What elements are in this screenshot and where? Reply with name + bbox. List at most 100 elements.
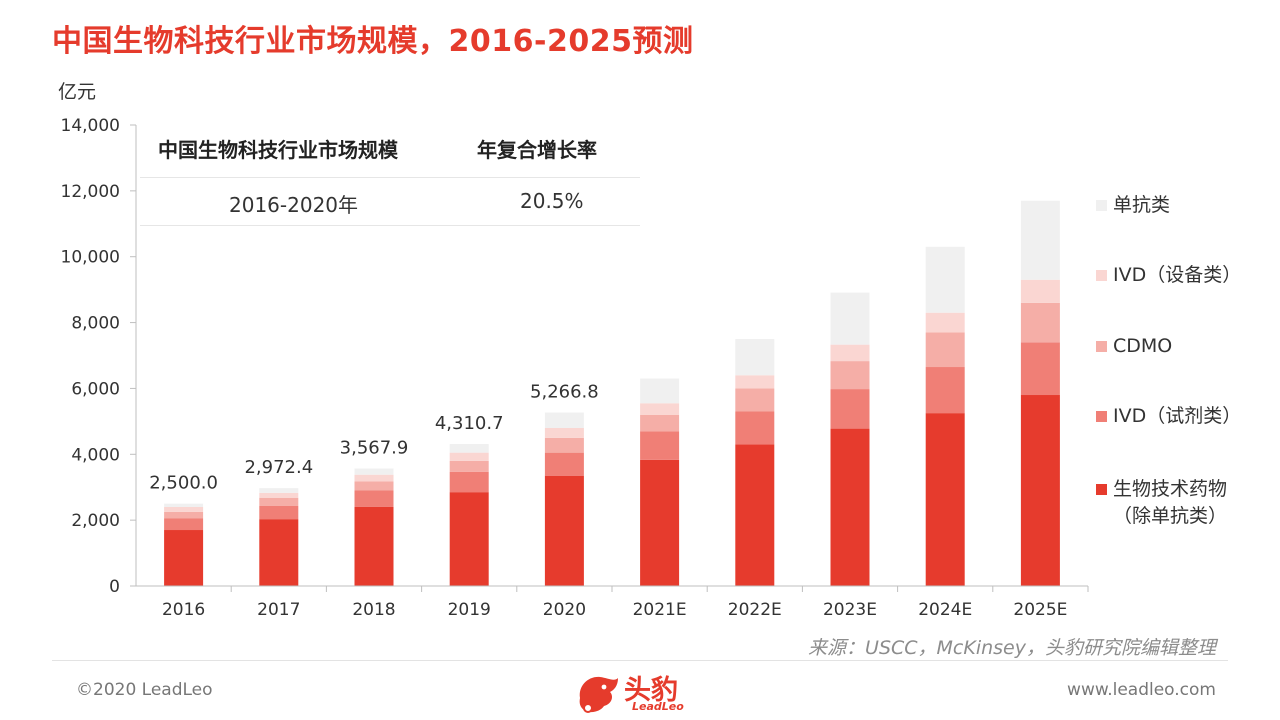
copyright: ©2020 LeadLeo (76, 680, 213, 700)
bar-segment-IVD（试剂类） (640, 431, 680, 460)
bar-segment-IVD（设备类） (1020, 279, 1060, 303)
y-tick-label: 0 (109, 577, 120, 597)
bar-segment-单抗类 (1020, 200, 1060, 280)
bar-segment-IVD（设备类） (830, 344, 870, 362)
total-label: 3,567.9 (340, 438, 409, 459)
total-label: 4,310.7 (435, 413, 504, 434)
x-tick-label: 2023E (823, 600, 877, 620)
bar-segment-IVD（试剂类） (830, 389, 870, 429)
bar-segment-CDMO (925, 332, 965, 368)
bar-segment-生物技术药物（除单抗类） (449, 492, 489, 586)
legend-label-cdmo: CDMO (1113, 335, 1173, 357)
bar-segment-IVD（试剂类） (354, 490, 394, 507)
legend-item-cdmo: CDMO (1096, 333, 1233, 360)
bar-segment-生物技术药物（除单抗类） (640, 459, 680, 586)
logo-subtext: LeadLeo (632, 700, 684, 713)
x-tick-label: 2017 (257, 600, 300, 620)
bar-segment-单抗类 (354, 468, 394, 475)
legend-label-ivd-device: IVD（设备类） (1113, 264, 1242, 286)
bar-segment-CDMO (259, 497, 299, 506)
cagr-rate: 20.5% (520, 189, 584, 213)
logo-text: 头豹 (624, 675, 678, 706)
cagr-col2-header: 年复合增长率 (477, 138, 597, 162)
legend-item-mab: 单抗类 (1096, 192, 1233, 219)
website-link[interactable]: www.leadleo.com (1067, 680, 1216, 700)
x-tick-label: 2016 (162, 600, 205, 620)
bar-segment-IVD（设备类） (925, 312, 965, 333)
bar-segment-生物技术药物（除单抗类） (925, 413, 965, 586)
x-tick-label: 2019 (448, 600, 491, 620)
bar-segment-IVD（设备类） (259, 492, 299, 498)
legend-label-mab: 单抗类 (1113, 194, 1171, 216)
bar-segment-单抗类 (830, 292, 870, 345)
bar-segment-IVD（设备类） (164, 506, 204, 512)
total-label: 5,266.8 (530, 382, 599, 403)
total-label: 2,500.0 (149, 473, 218, 494)
cagr-period: 2016-2020年 (229, 193, 359, 217)
legend-item-ivd-reagent: IVD（试剂类） (1096, 403, 1241, 430)
source-note: 来源：USCC，McKinsey，头豹研究院编辑整理 (808, 637, 1216, 659)
bar-segment-生物技术药物（除单抗类） (735, 444, 775, 586)
x-tick-label: 2022E (728, 600, 782, 620)
bar-segment-单抗类 (449, 444, 489, 453)
leopard-logo-icon (579, 676, 618, 713)
x-tick-label: 2018 (352, 600, 395, 620)
cagr-divider (140, 177, 640, 178)
bar-segment-IVD（试剂类） (259, 505, 299, 520)
legend-swatch-cdmo (1096, 341, 1107, 352)
bar-segment-生物技术药物（除单抗类） (1020, 395, 1060, 586)
footer-divider (52, 660, 1228, 661)
y-tick-label: 2,000 (71, 511, 120, 531)
bar-segment-IVD（试剂类） (449, 471, 489, 493)
bar-segment-CDMO (544, 437, 584, 453)
legend-item-ivd-device: IVD（设备类） (1096, 262, 1242, 289)
y-tick-label: 4,000 (71, 445, 120, 465)
bar-segment-IVD（设备类） (544, 427, 584, 438)
bar-segment-生物技术药物（除单抗类） (164, 530, 204, 586)
bar-segment-CDMO (640, 414, 680, 432)
legend-swatch-ivd-reagent (1096, 411, 1107, 422)
y-tick-label: 12,000 (61, 182, 120, 202)
total-label: 2,972.4 (244, 457, 313, 478)
bar-segment-CDMO (354, 481, 394, 491)
y-tick-label: 10,000 (61, 248, 120, 268)
bar-segment-CDMO (164, 511, 204, 519)
bar-segment-IVD（设备类） (354, 474, 394, 482)
legend-swatch-mab (1096, 200, 1107, 211)
page-title: 中国生物科技行业市场规模，2016-2025预测 (52, 24, 694, 59)
bar-segment-生物技术药物（除单抗类） (830, 428, 870, 586)
x-tick-label: 2021E (633, 600, 687, 620)
y-tick-label: 14,000 (61, 116, 120, 136)
y-tick-label: 6,000 (71, 379, 120, 399)
bar-segment-生物技术药物（除单抗类） (259, 519, 299, 586)
bar-segment-单抗类 (925, 246, 965, 313)
x-tick-label: 2024E (918, 600, 972, 620)
bar-segment-IVD（试剂类） (544, 452, 584, 476)
bar-segment-单抗类 (735, 339, 775, 376)
bar-segment-CDMO (449, 460, 489, 472)
bar-segment-CDMO (735, 388, 775, 412)
bar-segment-CDMO (830, 361, 870, 390)
bar-segment-CDMO (1020, 302, 1060, 343)
cagr-col1-header: 中国生物科技行业市场规模 (158, 138, 398, 162)
y-axis-unit: 亿元 (58, 81, 97, 103)
bar-segment-单抗类 (640, 378, 680, 404)
cagr-bottom-line (140, 225, 640, 226)
legend-item-biotech-drugs: 生物技术药物（除单抗类） (1096, 476, 1233, 530)
bar-segment-单抗类 (164, 503, 204, 507)
legend-label-biotech-drugs: 生物技术药物（除单抗类） (1113, 478, 1228, 527)
bar-segment-生物技术药物（除单抗类） (544, 475, 584, 586)
bar-segment-IVD（试剂类） (735, 411, 775, 445)
legend-swatch-biotech-drugs (1096, 484, 1107, 495)
bar-segment-IVD（试剂类） (925, 367, 965, 414)
bar-segment-IVD（试剂类） (1020, 342, 1060, 396)
legend-swatch-ivd-device (1096, 270, 1107, 281)
bar-segment-单抗类 (259, 488, 299, 493)
bar-segment-IVD（设备类） (735, 375, 775, 389)
bar-segment-生物技术药物（除单抗类） (354, 506, 394, 586)
bar-segment-单抗类 (544, 412, 584, 428)
bar-segment-IVD（试剂类） (164, 518, 204, 531)
leadleo-logo: 头豹 LeadLeo (574, 666, 714, 720)
bar-segment-IVD（设备类） (449, 452, 489, 461)
